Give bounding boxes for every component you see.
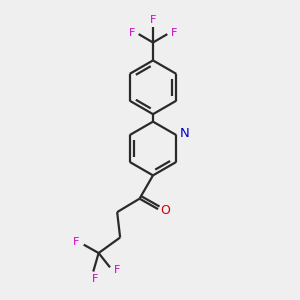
Text: F: F xyxy=(171,28,177,38)
Text: F: F xyxy=(129,28,135,38)
Text: F: F xyxy=(74,237,80,247)
Text: F: F xyxy=(92,274,98,284)
Text: N: N xyxy=(180,127,190,140)
Text: O: O xyxy=(160,204,170,217)
Text: F: F xyxy=(114,265,121,275)
Text: F: F xyxy=(150,15,156,26)
